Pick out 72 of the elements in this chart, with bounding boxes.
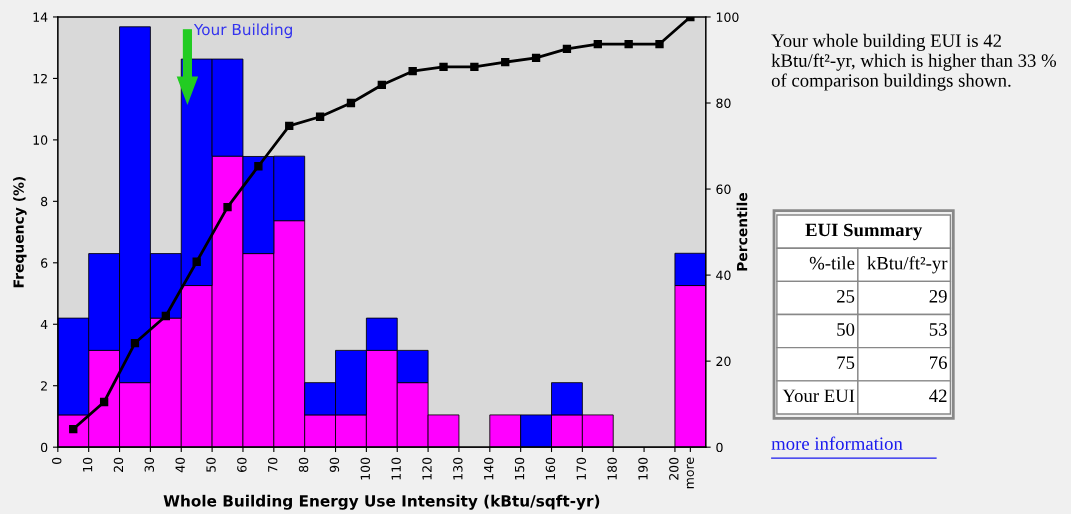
point	[161, 311, 170, 321]
text: 50	[837, 323, 855, 336]
y-tick-label: 10	[33, 135, 48, 145]
text: 25	[837, 290, 855, 303]
point	[285, 121, 294, 130]
point	[501, 57, 510, 67]
text: Your EUI	[782, 389, 855, 403]
x-tick-label: 50	[206, 457, 216, 472]
x-tick-label: 10	[82, 457, 93, 472]
point	[408, 67, 417, 76]
text: 42	[929, 389, 947, 402]
y2-tick-label: 0	[716, 442, 723, 453]
text: 76	[930, 356, 947, 369]
x-axis-title: Whole Building Energy Use Intensity (kBtu/sqft-yr)	[163, 494, 600, 510]
point	[315, 112, 325, 121]
x-tick-label: 0	[52, 457, 62, 465]
x-tick-label: 40	[175, 457, 185, 473]
point	[624, 39, 633, 49]
point	[439, 62, 448, 72]
point	[377, 80, 386, 90]
x-tick-label: 200	[669, 457, 679, 480]
point	[223, 202, 232, 212]
point	[99, 397, 109, 407]
y-tick-label: 6	[41, 258, 48, 268]
text: 53	[929, 323, 947, 336]
y-axis-title: Frequency (%)	[13, 176, 27, 288]
text: more information	[771, 436, 903, 450]
text: EUI Summary	[805, 223, 923, 241]
x-tick-label: 140	[483, 457, 494, 480]
y2-tick-label: 80	[716, 98, 731, 108]
x-tick-label: 110	[391, 457, 401, 480]
annotation: Your Building	[193, 23, 292, 39]
text: 75	[837, 356, 855, 369]
x-tick-label: 30	[144, 457, 155, 472]
y2-tick-label: 40	[716, 270, 731, 281]
y-tick-label: 0	[40, 442, 48, 453]
text: Your whole building EUI is 42 kBtu/ft²-yr, which is higher than 33 % of comparison buildings shown.	[771, 33, 1057, 91]
x-tick-label: more	[686, 457, 694, 489]
point	[593, 39, 602, 49]
y-tick-label: 4	[40, 319, 48, 330]
x-tick-label: 100	[360, 457, 371, 480]
x-tick-label: 150	[514, 457, 525, 480]
x-tick-label: 90	[329, 457, 340, 473]
x-tick-label: 180	[607, 457, 617, 480]
text: 29	[929, 290, 947, 303]
y2-tick-label: 20	[716, 356, 731, 367]
y2-tick-label: 100	[716, 12, 739, 22]
x-tick-label: 80	[298, 457, 309, 472]
text: %-tile	[809, 256, 855, 270]
x-tick-label: 190	[638, 457, 648, 480]
point	[130, 338, 140, 348]
y-tick-label: 14	[33, 12, 48, 22]
y2-axis-title: Percentile	[736, 192, 748, 271]
y-tick-label: 8	[41, 196, 48, 207]
x-tick-label: 60	[237, 457, 247, 472]
point	[346, 98, 356, 108]
point	[470, 62, 479, 72]
x-tick-label: 170	[576, 457, 586, 480]
point	[192, 257, 201, 266]
point	[254, 162, 263, 171]
x-tick-label: 20	[113, 457, 124, 472]
x-tick-label: 120	[422, 457, 432, 480]
point	[531, 53, 541, 62]
y2-tick-label: 60	[716, 184, 731, 194]
x-tick-label: 70	[267, 457, 278, 472]
point	[562, 44, 572, 53]
text: kBtu/ft²-yr	[867, 256, 948, 274]
point	[655, 39, 664, 49]
x-tick-label: 160	[545, 457, 556, 480]
x-tick-label: 130	[453, 457, 463, 480]
y-tick-label: 2	[41, 381, 47, 391]
y-tick-label: 12	[33, 73, 47, 84]
